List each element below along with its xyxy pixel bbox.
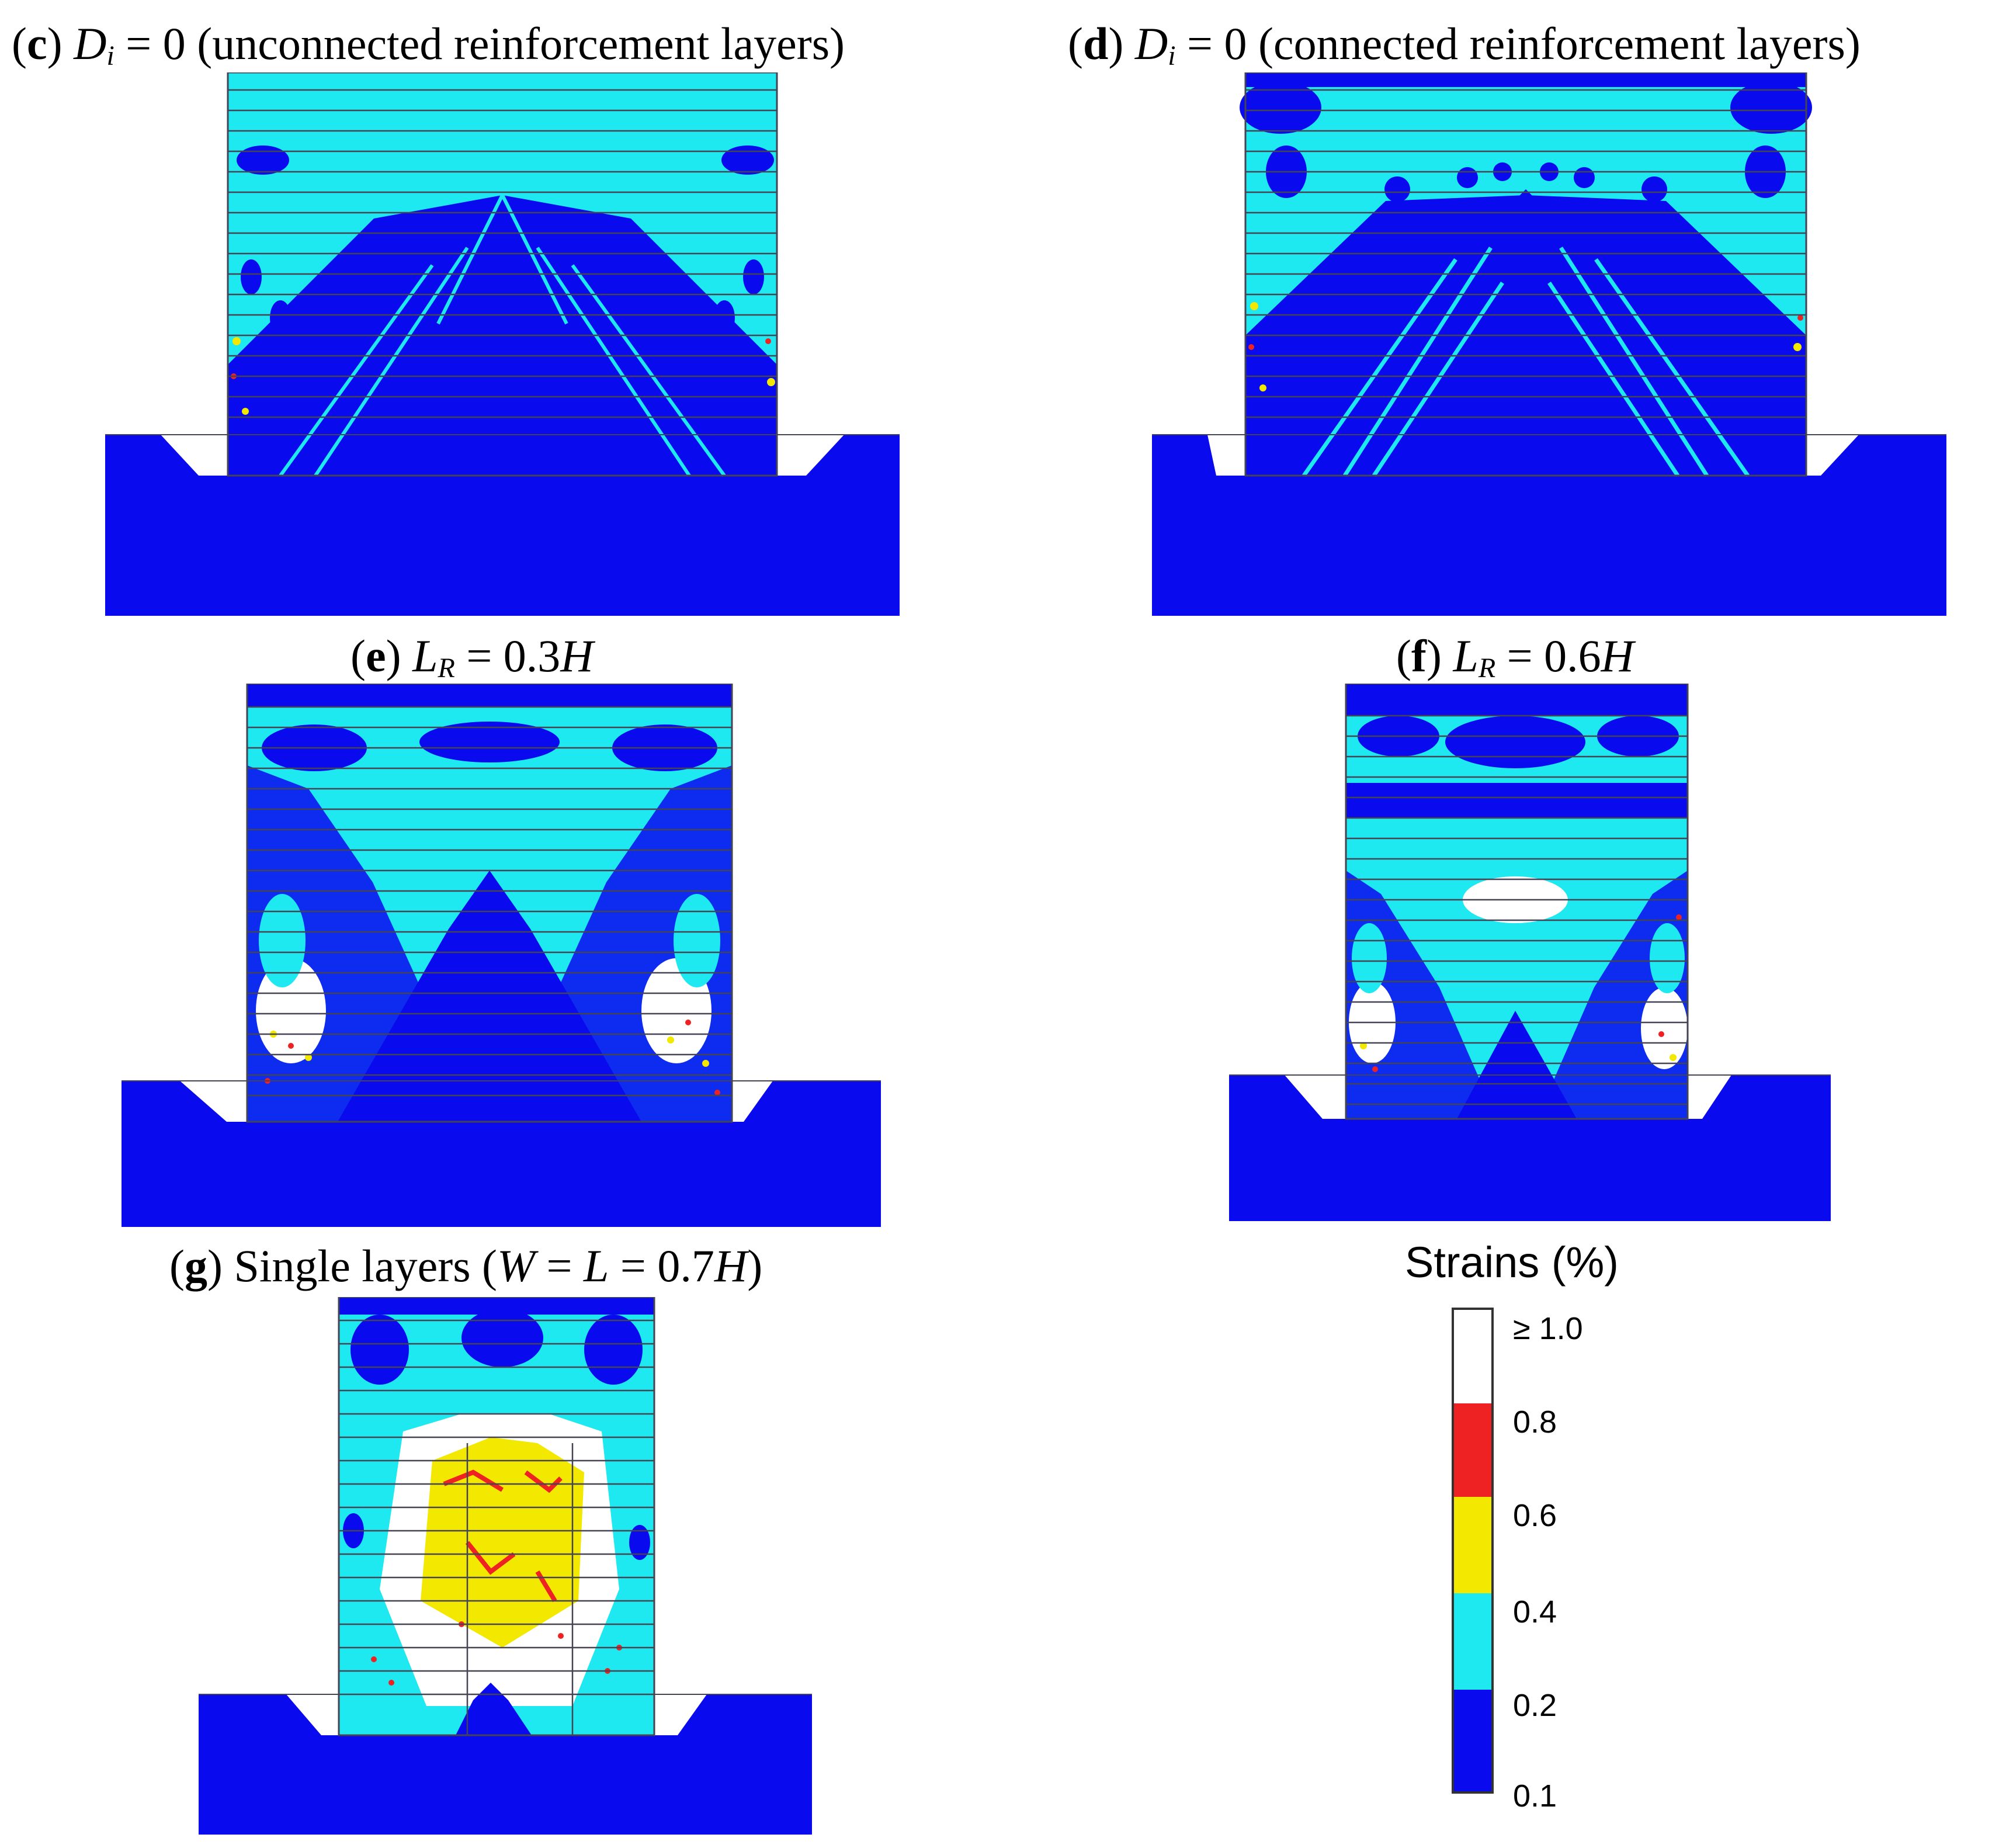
panel-c-subscript: i	[106, 40, 114, 71]
panel-g-label: Single layers (	[222, 1240, 498, 1291]
strain-color-scale	[1452, 1308, 1494, 1794]
color-band-ge-1-0	[1454, 1310, 1491, 1403]
panel-f-symbol: L	[1453, 630, 1479, 681]
panel-f-title: (f) LR = 0.6H	[1396, 630, 1634, 684]
panel-g-close-paren: )	[747, 1240, 763, 1291]
panel-g-equals: =	[535, 1240, 584, 1291]
panel-f-height-symbol: H	[1601, 630, 1634, 681]
panel-c-equation: = 0 (unconnected reinforcement layers)	[114, 18, 845, 69]
panel-e-title: (e) LR = 0.3H	[350, 630, 594, 684]
legend-tick-0-6: 0.6	[1513, 1498, 1557, 1533]
panel-d-symbol: D	[1134, 18, 1168, 69]
color-band-0-2-to-0-4	[1454, 1593, 1491, 1690]
panel-g-height-symbol: H	[714, 1240, 748, 1291]
panel-f-strain-contour	[1229, 684, 1831, 1221]
panel-d-strain-contour	[1152, 72, 1946, 616]
panel-d-letter: d	[1082, 18, 1109, 69]
panel-c-symbol: D	[74, 18, 107, 69]
legend-tick-0-1: 0.1	[1513, 1778, 1557, 1814]
panel-f-equation: = 0.6	[1495, 630, 1601, 681]
panel-g-value: = 0.7	[609, 1240, 714, 1291]
panel-e-letter: e	[365, 630, 386, 681]
panel-e-strain-contour	[122, 684, 881, 1227]
panel-c-letter: c	[26, 18, 47, 69]
panel-f-subscript: R	[1478, 653, 1496, 684]
panel-c-strain-contour	[105, 72, 900, 616]
panel-e-height-symbol: H	[560, 630, 594, 681]
panel-g-letter: g	[184, 1240, 207, 1291]
panel-d-title: (d) Di = 0 (connected reinforcement laye…	[1068, 18, 1861, 71]
legend-tick-0-8: 0.8	[1513, 1405, 1557, 1440]
legend-tick-ge-1-0: ≥ 1.0	[1513, 1311, 1583, 1346]
color-band-0-4-to-0-6	[1454, 1497, 1491, 1593]
panel-e-subscript: R	[438, 653, 455, 684]
panel-e-equation: = 0.3	[454, 630, 561, 681]
panel-d-subscript: i	[1168, 40, 1176, 71]
panel-f-letter: f	[1411, 630, 1427, 681]
panel-g-width-symbol: W	[497, 1240, 536, 1291]
panel-g-strain-contour	[199, 1297, 812, 1835]
legend-title: Strains (%)	[1405, 1238, 1619, 1287]
panel-d-equation: = 0 (connected reinforcement layers)	[1175, 18, 1861, 69]
color-band-0-6-to-0-8	[1454, 1403, 1491, 1497]
color-band-0-1-to-0-2	[1454, 1690, 1491, 1791]
panel-e-symbol: L	[412, 630, 438, 681]
panel-g-length-symbol: L	[584, 1240, 609, 1291]
panel-c-title: (c) Di = 0 (unconnected reinforcement la…	[12, 18, 845, 71]
legend-tick-0-2: 0.2	[1513, 1688, 1557, 1723]
legend-tick-0-4: 0.4	[1513, 1594, 1557, 1629]
panel-g-title: (g) Single layers (W = L = 0.7H)	[169, 1240, 763, 1291]
